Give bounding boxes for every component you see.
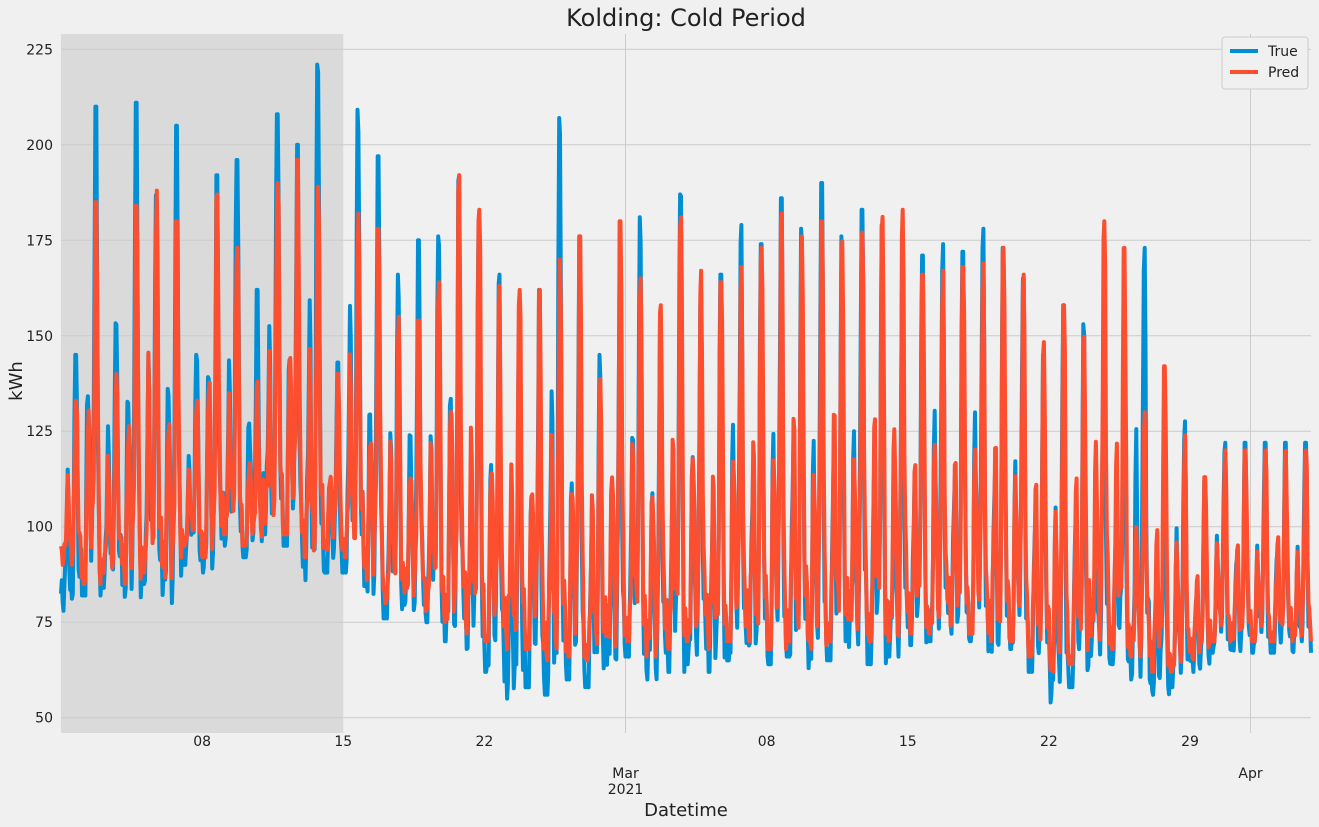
- x-tick-label: Apr: [1238, 766, 1262, 782]
- x-tick-label: 08: [193, 734, 211, 750]
- x-tick-label: Mar: [612, 766, 639, 782]
- chart-title: Kolding: Cold Period: [566, 4, 806, 32]
- y-tick-label: 175: [26, 233, 53, 249]
- legend-label-true: True: [1267, 44, 1298, 60]
- x-tick-label: 29: [1181, 734, 1199, 750]
- y-tick-label: 100: [26, 520, 53, 536]
- x-tick-label: 22: [1040, 734, 1058, 750]
- x-tick-label: 08: [758, 734, 776, 750]
- x-tick-label: 22: [475, 734, 493, 750]
- x-axis-title: Datetime: [644, 800, 728, 821]
- y-tick-label: 125: [26, 424, 53, 440]
- y-axis-ticks: 50 75 100 125 150 175 200 225: [26, 42, 53, 726]
- series-line-pred: [59, 158, 1313, 674]
- y-tick-label: 200: [26, 138, 53, 154]
- x-tick-label-year: 2021: [608, 782, 644, 798]
- legend: True Pred: [1221, 36, 1309, 90]
- y-tick-label: 75: [35, 615, 53, 631]
- y-axis-title: kWh: [6, 361, 27, 401]
- y-tick-label: 50: [35, 711, 53, 727]
- legend-label-pred: Pred: [1268, 65, 1299, 81]
- x-tick-label: 15: [334, 734, 352, 750]
- x-tick-label: 15: [899, 734, 917, 750]
- series-layer: [59, 62, 1313, 705]
- y-tick-label: 150: [26, 329, 53, 345]
- y-tick-label: 225: [26, 42, 53, 58]
